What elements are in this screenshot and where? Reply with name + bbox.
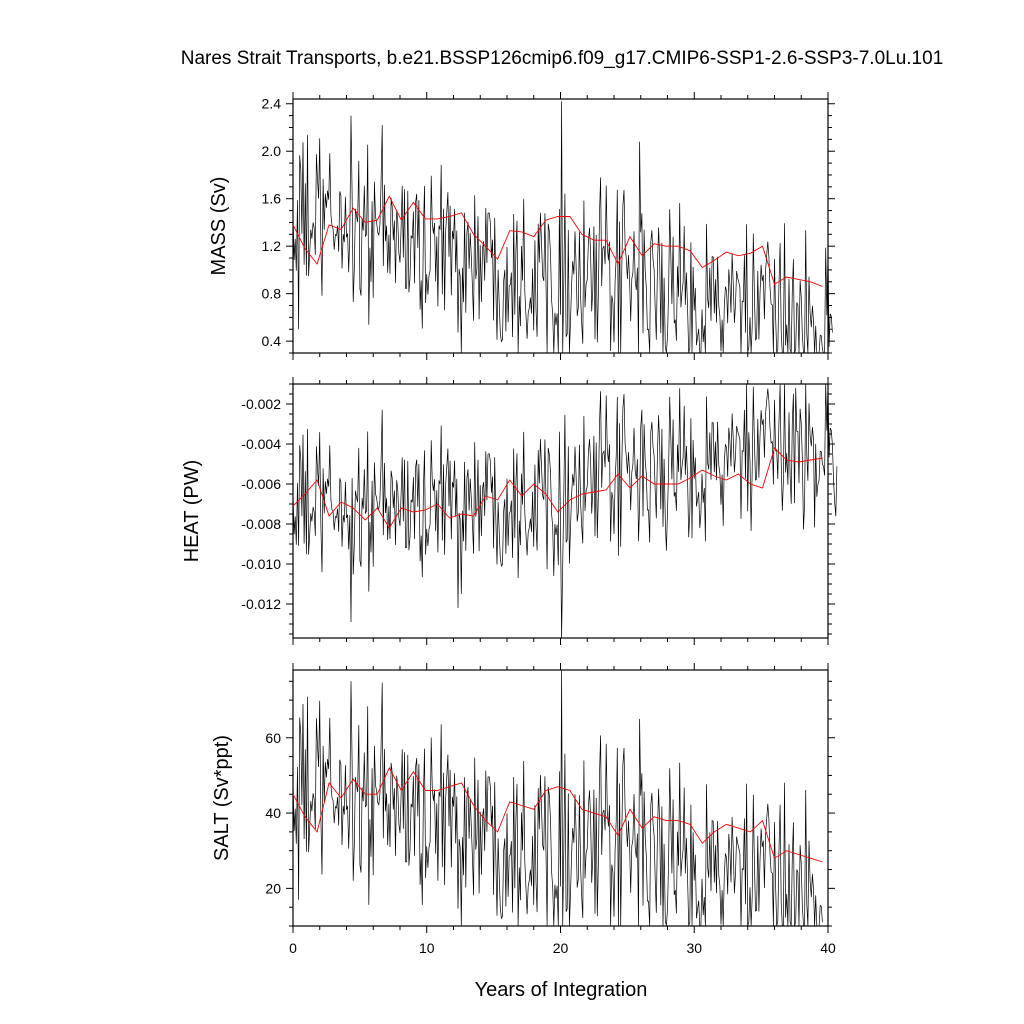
y-axis-label: SALT (Sv*ppt): [211, 735, 233, 861]
y-tick-label: 60: [265, 730, 281, 746]
x-tick-label: 0: [289, 940, 297, 956]
y-ticks: 20 40 60: [265, 680, 835, 927]
x-tick-label: 20: [553, 940, 569, 956]
y-tick-label: -0.006: [241, 476, 281, 492]
y-tick-label: 0.4: [262, 333, 282, 349]
annual-mean-line: [292, 766, 823, 863]
y-tick-label: 2.4: [262, 96, 282, 112]
y-tick-label: 2.0: [262, 143, 282, 159]
y-tick-label: 1.2: [262, 238, 282, 254]
y-tick-label: -0.010: [241, 556, 281, 572]
y-axis-label: MASS (Sv): [208, 177, 230, 276]
panel-mass: 0.4 0.8 1.2 1.6 2.0 2.4 MASS (Sv): [208, 92, 835, 360]
x-ticks: [292, 92, 829, 360]
y-axis-label: HEAT (PW): [181, 460, 203, 563]
annual-mean-line: [292, 447, 823, 529]
x-ticks: 0 10 20 30 40: [289, 663, 836, 956]
panel-heat: -0.012 -0.010 -0.008 -0.006 -0.004 -0.002 HEAT…: [181, 377, 838, 645]
panel-salt: 20 40 60 0 10 20 30 40 SALT (Sv*ppt): [211, 663, 836, 956]
y-tick-label: -0.008: [241, 516, 281, 532]
monthly-series-line: [292, 383, 838, 639]
monthly-series-line: [292, 101, 833, 354]
y-tick-label: -0.012: [241, 596, 281, 612]
y-tick-label: 1.6: [262, 191, 282, 207]
y-ticks: 0.4 0.8 1.2 1.6 2.0 2.4: [262, 96, 835, 354]
monthly-series-line: [292, 669, 823, 927]
x-ticks: [292, 377, 829, 645]
annual-mean-line: [292, 195, 823, 287]
plot-frame: [292, 98, 829, 354]
x-tick-label: 10: [419, 940, 435, 956]
figure-title: Nares Strait Transports, b.e21.BSSP126cm…: [181, 48, 944, 69]
y-tick-label: 40: [265, 805, 281, 821]
y-tick-label: -0.002: [241, 396, 281, 412]
y-tick-label: 20: [265, 880, 281, 896]
y-tick-label: -0.004: [241, 436, 281, 452]
x-tick-label: 30: [686, 940, 702, 956]
y-tick-label: 0.8: [262, 286, 282, 302]
x-tick-label: 40: [820, 940, 836, 956]
x-axis-label: Years of Integration: [475, 979, 648, 1001]
y-ticks: -0.012 -0.010 -0.008 -0.006 -0.004 -0.002: [241, 383, 835, 635]
